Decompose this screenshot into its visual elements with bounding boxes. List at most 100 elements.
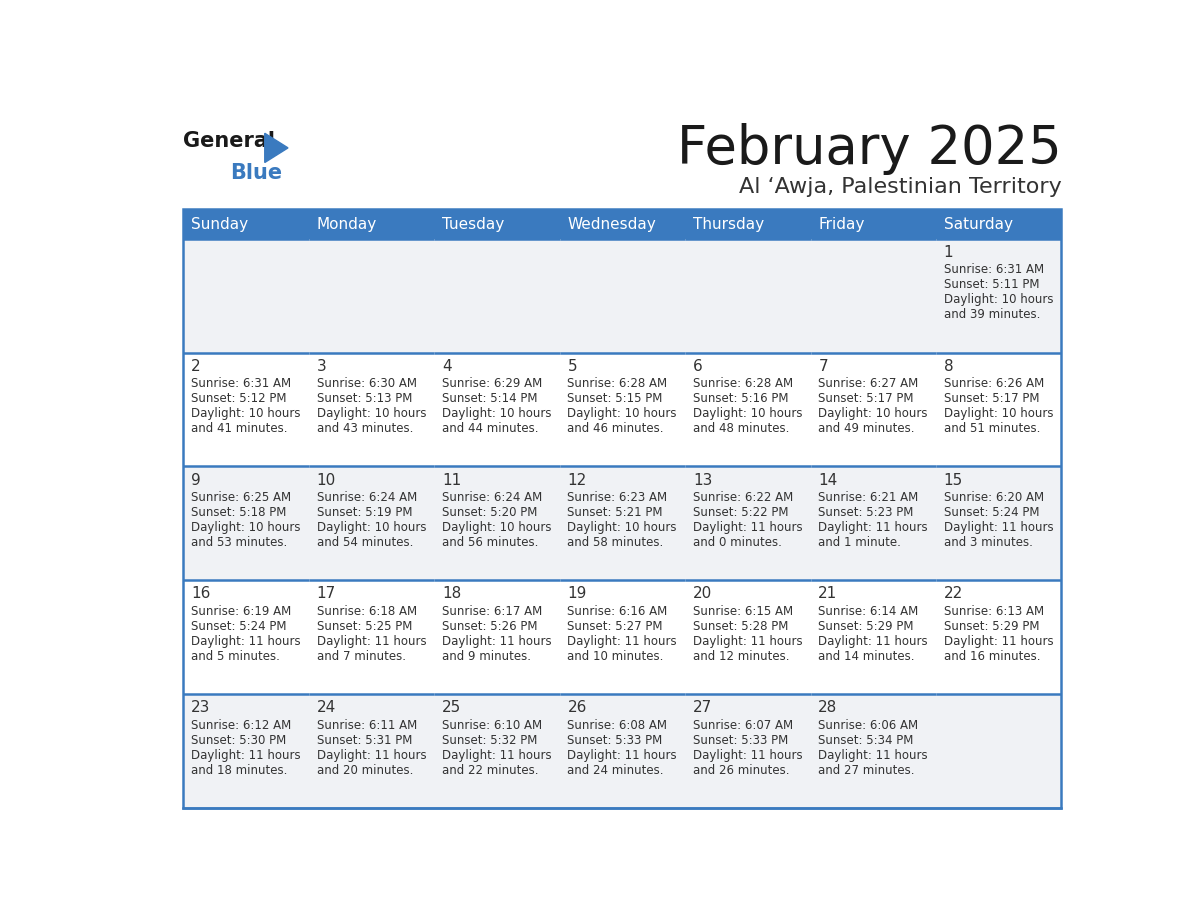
- Text: 12: 12: [568, 473, 587, 487]
- Text: Al ‘Awja, Palestinian Territory: Al ‘Awja, Palestinian Territory: [739, 177, 1061, 197]
- Text: Sunset: 5:12 PM: Sunset: 5:12 PM: [191, 392, 286, 405]
- Text: and 51 minutes.: and 51 minutes.: [943, 422, 1041, 435]
- Text: Blue: Blue: [229, 163, 282, 184]
- Text: Sunrise: 6:28 AM: Sunrise: 6:28 AM: [693, 377, 794, 390]
- Text: Thursday: Thursday: [693, 217, 764, 231]
- Text: Friday: Friday: [819, 217, 865, 231]
- Text: 3: 3: [316, 359, 327, 374]
- Text: Daylight: 10 hours: Daylight: 10 hours: [191, 521, 301, 534]
- Text: 14: 14: [819, 473, 838, 487]
- Text: Saturday: Saturday: [943, 217, 1012, 231]
- Text: 5: 5: [568, 359, 577, 374]
- Text: 20: 20: [693, 587, 712, 601]
- Text: Sunrise: 6:29 AM: Sunrise: 6:29 AM: [442, 377, 542, 390]
- Text: Sunrise: 6:07 AM: Sunrise: 6:07 AM: [693, 719, 794, 732]
- Text: and 53 minutes.: and 53 minutes.: [191, 536, 287, 549]
- Text: and 56 minutes.: and 56 minutes.: [442, 536, 538, 549]
- Text: Daylight: 10 hours: Daylight: 10 hours: [943, 294, 1054, 307]
- Bar: [309, 694, 435, 808]
- Text: Sunset: 5:25 PM: Sunset: 5:25 PM: [316, 620, 412, 633]
- Text: Sunrise: 6:08 AM: Sunrise: 6:08 AM: [568, 719, 668, 732]
- Text: Daylight: 11 hours: Daylight: 11 hours: [943, 521, 1054, 534]
- Text: Sunrise: 6:19 AM: Sunrise: 6:19 AM: [191, 605, 291, 618]
- Text: Sunrise: 6:22 AM: Sunrise: 6:22 AM: [693, 491, 794, 504]
- Bar: [435, 580, 560, 694]
- Text: Wednesday: Wednesday: [567, 217, 656, 231]
- Text: Sunset: 5:21 PM: Sunset: 5:21 PM: [568, 506, 663, 519]
- Text: and 18 minutes.: and 18 minutes.: [191, 764, 287, 777]
- Text: Sunset: 5:28 PM: Sunset: 5:28 PM: [693, 620, 789, 633]
- Text: Sunset: 5:20 PM: Sunset: 5:20 PM: [442, 506, 537, 519]
- Text: 15: 15: [943, 473, 963, 487]
- Text: Sunset: 5:24 PM: Sunset: 5:24 PM: [943, 506, 1040, 519]
- Text: 8: 8: [943, 359, 954, 374]
- Text: Sunset: 5:14 PM: Sunset: 5:14 PM: [442, 392, 537, 405]
- Text: Sunrise: 6:31 AM: Sunrise: 6:31 AM: [191, 377, 291, 390]
- Text: Tuesday: Tuesday: [442, 217, 504, 231]
- Text: Sunset: 5:32 PM: Sunset: 5:32 PM: [442, 733, 537, 746]
- Text: and 1 minute.: and 1 minute.: [819, 536, 902, 549]
- Text: 2: 2: [191, 359, 201, 374]
- Bar: [810, 580, 936, 694]
- Text: 7: 7: [819, 359, 828, 374]
- Text: 11: 11: [442, 473, 461, 487]
- Text: and 49 minutes.: and 49 minutes.: [819, 422, 915, 435]
- Text: 24: 24: [316, 700, 336, 715]
- Text: Sunrise: 6:25 AM: Sunrise: 6:25 AM: [191, 491, 291, 504]
- Text: Sunrise: 6:24 AM: Sunrise: 6:24 AM: [316, 491, 417, 504]
- Text: and 14 minutes.: and 14 minutes.: [819, 650, 915, 663]
- Text: Sunrise: 6:21 AM: Sunrise: 6:21 AM: [819, 491, 918, 504]
- Text: and 3 minutes.: and 3 minutes.: [943, 536, 1032, 549]
- Text: Sunrise: 6:24 AM: Sunrise: 6:24 AM: [442, 491, 542, 504]
- Bar: [183, 694, 309, 808]
- Text: and 10 minutes.: and 10 minutes.: [568, 650, 664, 663]
- Text: Sunset: 5:18 PM: Sunset: 5:18 PM: [191, 506, 286, 519]
- Text: Daylight: 10 hours: Daylight: 10 hours: [819, 408, 928, 420]
- Bar: [560, 694, 685, 808]
- Bar: [309, 239, 435, 353]
- Text: Sunrise: 6:10 AM: Sunrise: 6:10 AM: [442, 719, 542, 732]
- Text: and 26 minutes.: and 26 minutes.: [693, 764, 789, 777]
- Text: 25: 25: [442, 700, 461, 715]
- Text: 26: 26: [568, 700, 587, 715]
- Text: and 27 minutes.: and 27 minutes.: [819, 764, 915, 777]
- Text: Sunrise: 6:17 AM: Sunrise: 6:17 AM: [442, 605, 542, 618]
- Text: Daylight: 11 hours: Daylight: 11 hours: [316, 749, 426, 762]
- Bar: [936, 694, 1061, 808]
- Text: Daylight: 11 hours: Daylight: 11 hours: [568, 635, 677, 648]
- Text: General: General: [183, 131, 276, 151]
- Bar: [685, 694, 810, 808]
- Text: Sunset: 5:29 PM: Sunset: 5:29 PM: [819, 620, 914, 633]
- Bar: [435, 694, 560, 808]
- Bar: [560, 353, 685, 466]
- Text: and 12 minutes.: and 12 minutes.: [693, 650, 789, 663]
- Text: Sunrise: 6:13 AM: Sunrise: 6:13 AM: [943, 605, 1044, 618]
- Text: Sunrise: 6:28 AM: Sunrise: 6:28 AM: [568, 377, 668, 390]
- Text: Daylight: 10 hours: Daylight: 10 hours: [316, 408, 426, 420]
- Text: 19: 19: [568, 587, 587, 601]
- Text: and 16 minutes.: and 16 minutes.: [943, 650, 1041, 663]
- Text: Daylight: 11 hours: Daylight: 11 hours: [316, 635, 426, 648]
- Text: Sunset: 5:24 PM: Sunset: 5:24 PM: [191, 620, 286, 633]
- Text: Daylight: 11 hours: Daylight: 11 hours: [693, 749, 803, 762]
- Text: Daylight: 10 hours: Daylight: 10 hours: [943, 408, 1054, 420]
- Text: 6: 6: [693, 359, 702, 374]
- Bar: [183, 209, 309, 239]
- Text: Daylight: 10 hours: Daylight: 10 hours: [442, 521, 551, 534]
- Text: Sunrise: 6:20 AM: Sunrise: 6:20 AM: [943, 491, 1044, 504]
- Bar: [685, 580, 810, 694]
- Text: Sunset: 5:33 PM: Sunset: 5:33 PM: [693, 733, 788, 746]
- Text: Sunrise: 6:16 AM: Sunrise: 6:16 AM: [568, 605, 668, 618]
- Text: 16: 16: [191, 587, 210, 601]
- Text: 10: 10: [316, 473, 336, 487]
- Text: and 58 minutes.: and 58 minutes.: [568, 536, 664, 549]
- Text: Sunset: 5:33 PM: Sunset: 5:33 PM: [568, 733, 663, 746]
- Text: Daylight: 10 hours: Daylight: 10 hours: [316, 521, 426, 534]
- Text: Daylight: 11 hours: Daylight: 11 hours: [693, 635, 803, 648]
- Text: Sunrise: 6:27 AM: Sunrise: 6:27 AM: [819, 377, 918, 390]
- Text: Sunset: 5:31 PM: Sunset: 5:31 PM: [316, 733, 412, 746]
- Bar: [810, 466, 936, 580]
- Text: Sunrise: 6:31 AM: Sunrise: 6:31 AM: [943, 263, 1044, 276]
- Text: Sunrise: 6:18 AM: Sunrise: 6:18 AM: [316, 605, 417, 618]
- Text: and 20 minutes.: and 20 minutes.: [316, 764, 413, 777]
